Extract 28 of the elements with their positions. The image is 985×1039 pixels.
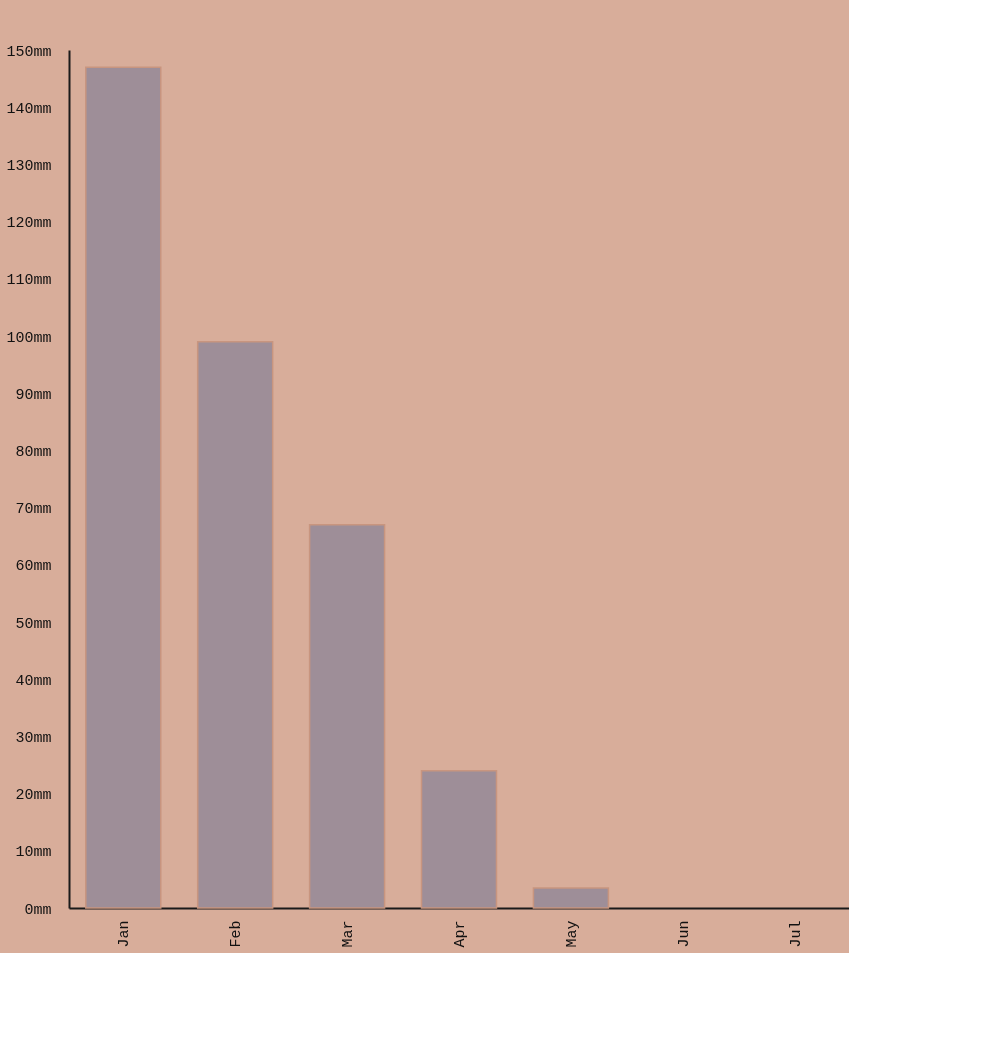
y-tick-label: 40mm xyxy=(15,672,52,690)
y-tick-label: 100mm xyxy=(6,329,52,347)
y-tick-label: 50mm xyxy=(15,615,52,633)
y-tick-label: 130mm xyxy=(6,157,52,175)
y-tick-label: 70mm xyxy=(15,501,52,519)
y-tick-label: 20mm xyxy=(15,787,52,805)
y-tick-label: 150mm xyxy=(6,43,52,61)
bar xyxy=(532,887,610,909)
y-tick-label: 120mm xyxy=(6,215,52,233)
x-tick-label: Jan xyxy=(116,920,134,948)
y-tick-label: 110mm xyxy=(6,272,52,290)
y-tick-label: 30mm xyxy=(15,729,52,747)
y-tick-label: 60mm xyxy=(15,558,52,576)
y-tick-label: 0mm xyxy=(24,901,52,919)
x-tick-label: Jun xyxy=(675,920,693,948)
bar xyxy=(196,340,274,909)
y-tick-label: 90mm xyxy=(15,386,52,404)
bar xyxy=(85,66,162,909)
x-tick-label: Jul xyxy=(787,920,805,948)
x-tick-label: Apr xyxy=(452,920,469,948)
bar xyxy=(308,524,386,909)
x-tick-label: May xyxy=(563,920,581,948)
y-tick-label: 80mm xyxy=(15,443,52,461)
x-tick-label: Feb xyxy=(228,920,246,948)
bar xyxy=(420,769,498,909)
y-tick-label: 10mm xyxy=(15,844,52,862)
x-tick-label: Mar xyxy=(340,920,358,948)
y-tick-label: 140mm xyxy=(6,100,52,118)
